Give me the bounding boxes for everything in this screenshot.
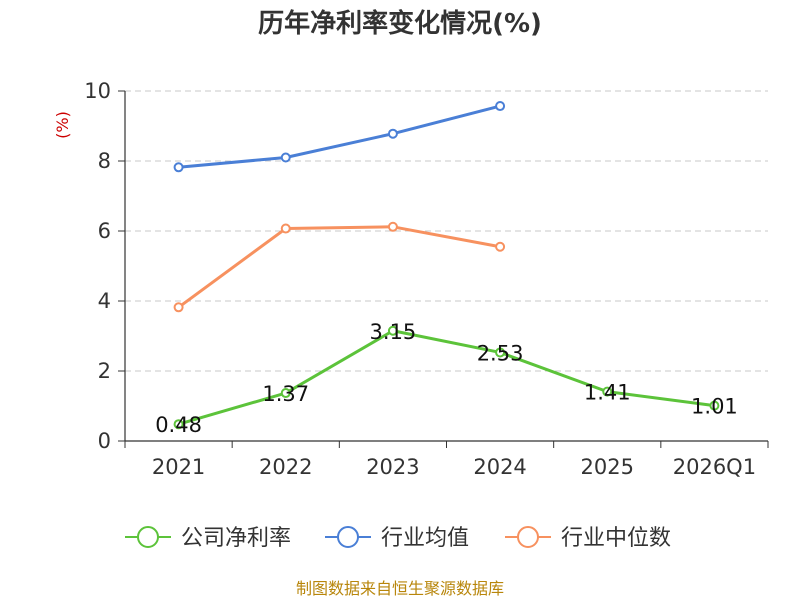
y-tick-label: 10 xyxy=(84,79,111,103)
legend: 公司净利率 行业均值 行业中位数 xyxy=(125,526,671,551)
data-point xyxy=(173,302,184,313)
series-line-2 xyxy=(177,225,501,309)
data-point xyxy=(387,325,398,336)
data-point xyxy=(387,128,398,139)
data-point xyxy=(602,386,613,397)
y-tick-label: 0 xyxy=(98,429,111,453)
legend-label: 行业均值 xyxy=(381,526,469,551)
chart-title: 历年净利率变化情况(%) xyxy=(258,8,542,39)
legend-item: 行业均值 xyxy=(325,526,469,551)
data-point xyxy=(387,221,398,232)
data-label: 1.01 xyxy=(691,395,738,419)
legend-item: 行业中位数 xyxy=(505,526,671,551)
legend-label: 行业中位数 xyxy=(561,526,671,551)
y-tick-label: 6 xyxy=(98,219,111,243)
grid-lines xyxy=(125,90,768,372)
data-point xyxy=(280,388,291,399)
x-tick-label: 2026Q1 xyxy=(673,455,756,479)
series-line-0 xyxy=(178,329,715,426)
data-point xyxy=(280,152,291,163)
x-tick-label: 2025 xyxy=(581,455,634,479)
data-point xyxy=(495,347,506,358)
data-point xyxy=(173,162,184,173)
x-tick-label: 2024 xyxy=(473,455,526,479)
data-point xyxy=(495,241,506,252)
data-label: 1.37 xyxy=(262,382,309,406)
data-label: 2.53 xyxy=(477,341,524,365)
legend-marker xyxy=(337,526,359,548)
series-line-1 xyxy=(178,104,501,169)
data-labels: 0.48 1.37 3.15 2.53 1.41 1.01 xyxy=(155,320,738,437)
legend-item: 公司净利率 xyxy=(125,526,291,551)
data-label: 0.48 xyxy=(155,413,202,437)
data-point xyxy=(173,419,184,430)
x-tick-label: 2022 xyxy=(259,455,312,479)
series-group xyxy=(173,101,720,430)
x-tick-label: 2023 xyxy=(366,455,419,479)
axes: 0 2 4 6 8 10 2021 2022 2023 2024 2025 2026Q1 xyxy=(84,79,769,479)
x-tick-label: 2021 xyxy=(152,455,205,479)
data-point xyxy=(495,101,506,112)
legend-marker xyxy=(517,526,539,548)
y-tick-label: 4 xyxy=(98,289,111,313)
legend-marker xyxy=(137,526,159,548)
y-tick-label: 8 xyxy=(98,149,111,173)
y-axis-label: (%) xyxy=(53,111,72,139)
data-label: 1.41 xyxy=(584,381,631,405)
legend-label: 公司净利率 xyxy=(181,526,291,551)
data-label: 3.15 xyxy=(370,320,417,344)
data-point xyxy=(709,400,720,411)
data-point xyxy=(280,223,291,234)
source-note: 制图数据来自恒生聚源数据库 xyxy=(296,579,504,598)
y-tick-label: 2 xyxy=(98,359,111,383)
